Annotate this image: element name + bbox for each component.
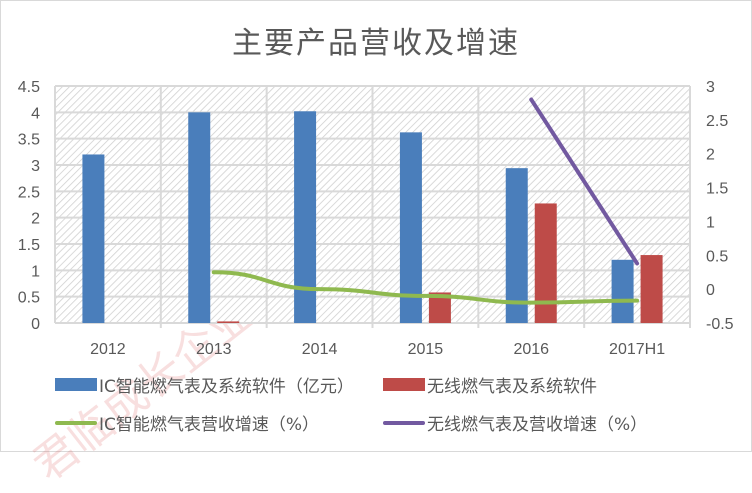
line-ic-growth [211,270,640,305]
x-tick-label: 2014 [302,341,338,358]
x-tick-label: 2017H1 [609,341,665,358]
x-tick-label: 2016 [513,341,549,358]
right-tick-label: 2 [706,147,715,164]
right-tick-label: 1.5 [706,181,728,198]
bar-wireless-revenue [640,255,663,323]
x-tick-label: 2015 [408,341,444,358]
legend-item-ic-revenue: IC智能燃气表及系统软件（亿元） [55,372,354,397]
left-tick-label: 1.5 [18,237,40,254]
left-tick-label: 4 [31,105,40,122]
legend-label: IC智能燃气表营收增速（%） [99,415,320,435]
left-tick-label: 3 [31,158,40,175]
legend-label: IC智能燃气表及系统软件（亿元） [99,377,354,397]
left-tick-label: 0.5 [18,290,40,307]
legend-label: 无线燃气表及营收增速（%） [427,415,648,435]
right-tick-label: 0.5 [706,248,728,265]
bar-ic-revenue [294,111,317,323]
left-tick-label: 1 [31,263,40,280]
left-tick-label: 4.5 [18,79,40,96]
bar-ic-revenue [611,259,634,323]
left-tick-label: 0 [31,316,40,333]
bar-series [82,111,663,323]
gridlines [54,85,691,328]
left-axis-ticks: 0 0.5 1 1.5 2 2.5 3 3.5 4 4.5 [18,79,40,333]
left-tick-label: 2 [31,211,40,228]
bar-wireless-revenue [217,321,240,323]
right-tick-label: 1 [706,214,715,231]
x-tick-label: 2012 [90,341,126,358]
left-tick-label: 3.5 [18,132,40,149]
bar-ic-revenue [82,154,105,323]
right-tick-label: -0.5 [706,316,734,333]
chart-title: 主要产品营收及增速 [232,26,520,61]
legend-label: 无线燃气表及系统软件 [427,377,597,397]
chart-plot: 0 0.5 1 1.5 2 2.5 3 3.5 4 4.5 -0.5 0 0.5 1 1.5 2 2.5 3 2… [18,79,734,358]
left-tick-label: 2.5 [18,184,40,201]
legend-item-wireless-revenue: 无线燃气表及系统软件 [383,372,597,397]
bar-ic-revenue [505,168,528,323]
right-tick-label: 3 [706,79,715,96]
bar-wireless-revenue [428,292,451,323]
bar-ic-revenue [399,132,422,323]
x-axis-labels: 2012 2013 2014 2015 2016 2017H1 [90,341,665,358]
right-axis-ticks: -0.5 0 0.5 1 1.5 2 2.5 3 [706,79,734,333]
line-series [211,97,640,305]
line-wireless-growth [529,97,640,266]
legend-swatch-green-line [55,420,97,425]
x-tick-label: 2013 [196,341,232,358]
legend-swatch-purple-line [383,420,425,425]
bar-ic-revenue [188,112,211,323]
legend-swatch-red-bar [383,378,425,391]
right-tick-label: 2.5 [706,113,728,130]
bar-wireless-revenue [534,203,557,323]
right-tick-label: 0 [706,282,715,299]
legend-item-ic-growth: IC智能燃气表营收增速（%） [55,410,319,435]
legend-swatch-blue-bar [55,378,97,391]
legend-item-wireless-growth: 无线燃气表及营收增速（%） [383,410,647,435]
